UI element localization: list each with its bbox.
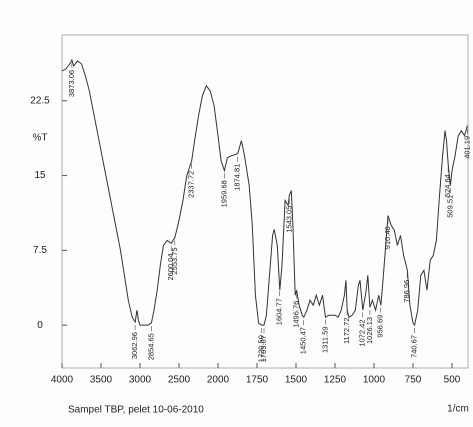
peak-label: 1705.07 bbox=[259, 335, 268, 362]
peak-label: 524.64 bbox=[443, 174, 452, 197]
peak-label: 1026.13 bbox=[365, 317, 374, 344]
peak-label: 2854.65 bbox=[146, 333, 155, 360]
plot-frame bbox=[61, 34, 469, 369]
x-tick-label: 4000 bbox=[51, 375, 74, 386]
x-tick-label: 1250 bbox=[324, 375, 347, 386]
peak-label: 1311.59 bbox=[320, 326, 329, 353]
peak-label: 910.40 bbox=[383, 226, 392, 249]
peak-label: 1496.76 bbox=[291, 301, 300, 328]
x-tick-label: 3000 bbox=[129, 375, 152, 386]
peak-label: 1720.50 bbox=[257, 335, 266, 362]
peak-label: 956.69 bbox=[376, 315, 385, 338]
peak-label: 1072.42 bbox=[358, 319, 367, 346]
peak-label: 509.51 bbox=[446, 195, 455, 218]
peak-label: 3062.96 bbox=[130, 332, 139, 359]
x-tick-label: 1750 bbox=[246, 375, 269, 386]
spectrum-line bbox=[61, 58, 468, 327]
x-tick-label: 500 bbox=[444, 375, 461, 386]
peak-label: 401.19 bbox=[462, 136, 471, 159]
peak-label: 1959.68 bbox=[219, 180, 228, 207]
x-tick-label: 1000 bbox=[363, 375, 386, 386]
peak-label: 2600.04 bbox=[166, 253, 175, 280]
y-tick-label: 22.5 bbox=[30, 95, 50, 106]
peak-label: 740.67 bbox=[409, 335, 418, 358]
x-tick-label: 2000 bbox=[207, 375, 230, 386]
peak-label: 1604.77 bbox=[275, 298, 284, 325]
peak-label: 3873.06 bbox=[67, 70, 76, 97]
y-tick-label: 15 bbox=[34, 170, 46, 181]
peak-label: 1543.05 bbox=[284, 206, 293, 233]
y-tick-label: 7.5 bbox=[33, 245, 47, 256]
peak-label: 786.96 bbox=[402, 280, 411, 303]
x-tick-label: 3500 bbox=[90, 375, 113, 386]
x-tick-label: 2500 bbox=[168, 375, 191, 386]
x-axis-label: 1/cm bbox=[447, 404, 469, 415]
y-axis-label: %T bbox=[33, 133, 48, 144]
y-tick-label: 0 bbox=[37, 320, 43, 331]
peak-label: 2337.72 bbox=[187, 171, 196, 198]
peak-label: 1874.81 bbox=[233, 164, 242, 191]
caption: Sampel TBP, pelet 10-06-2010 bbox=[68, 405, 204, 416]
peak-label: 1172.72 bbox=[342, 317, 351, 344]
peak-label: 2553.75 bbox=[170, 247, 179, 274]
peak-label: 1450.47 bbox=[299, 327, 308, 354]
x-tick-label: 1500 bbox=[285, 375, 308, 386]
x-tick-label: 750 bbox=[405, 375, 422, 386]
